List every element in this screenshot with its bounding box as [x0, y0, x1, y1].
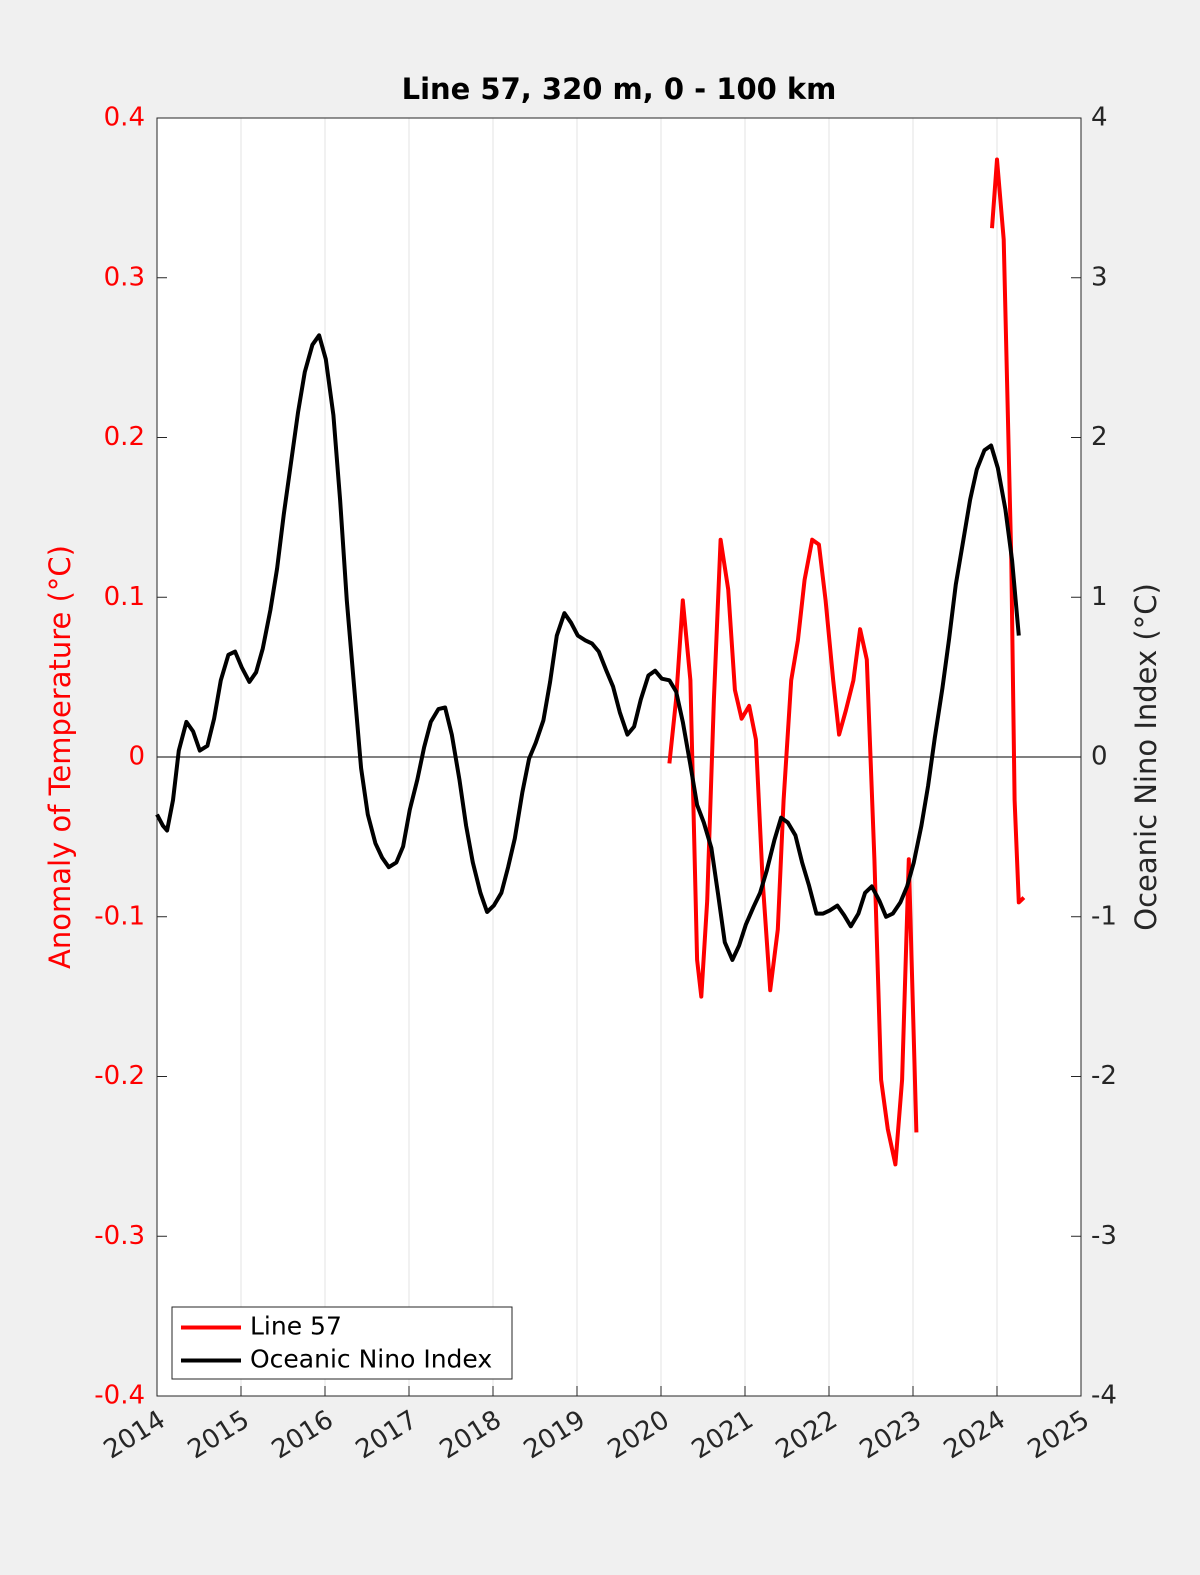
legend-label: Line 57	[250, 1312, 342, 1341]
y-tick-label: -0.4	[94, 1381, 145, 1411]
x-tick-label: 2025	[1023, 1405, 1095, 1466]
y-tick-label: 0.3	[104, 262, 145, 292]
y2-tick-label: 1	[1091, 582, 1108, 612]
x-tick-label: 2014	[99, 1405, 171, 1466]
legend-box	[171, 1306, 513, 1380]
x-tick-label: 2023	[855, 1405, 927, 1466]
y2-tick-label: 4	[1091, 103, 1108, 133]
y2-tick-label: -4	[1091, 1381, 1117, 1411]
y-tick-label: -0.1	[94, 901, 145, 931]
y2-tick-label: 3	[1091, 262, 1108, 292]
y-tick-label: -0.2	[94, 1061, 145, 1091]
x-tick-label: 2024	[939, 1405, 1011, 1466]
y2-tick-label: 0	[1091, 742, 1108, 772]
y2-tick-label: -3	[1091, 1221, 1117, 1251]
plot-frame	[156, 117, 1082, 1397]
y-tick-label: 0	[128, 742, 145, 772]
x-tick-label: 2021	[687, 1405, 759, 1466]
x-tick-label: 2016	[267, 1405, 339, 1466]
x-tick-label: 2018	[435, 1405, 507, 1466]
y-axis-label: Anomaly of Temperature (°C)	[43, 545, 77, 969]
x-tick-label: 2019	[519, 1405, 591, 1466]
x-tick-label: 2020	[603, 1405, 675, 1466]
y-tick-label: 0.4	[104, 103, 145, 133]
y2-tick-label: -2	[1091, 1061, 1117, 1091]
legend-label: Oceanic Nino Index	[250, 1345, 492, 1374]
chart-title: Line 57, 320 m, 0 - 100 km	[402, 72, 837, 106]
y2-tick-label: -1	[1091, 901, 1117, 931]
y-tick-label: 0.1	[104, 582, 145, 612]
y2-axis-label: Oceanic Nino Index (°C)	[1129, 583, 1163, 931]
y-tick-label: -0.3	[94, 1221, 145, 1251]
y-tick-label: 0.2	[104, 422, 145, 452]
x-tick-label: 2022	[771, 1405, 843, 1466]
x-tick-label: 2017	[351, 1405, 423, 1466]
y2-tick-label: 2	[1091, 422, 1108, 452]
x-tick-label: 2015	[183, 1405, 255, 1466]
series-line	[155, 333, 1021, 962]
